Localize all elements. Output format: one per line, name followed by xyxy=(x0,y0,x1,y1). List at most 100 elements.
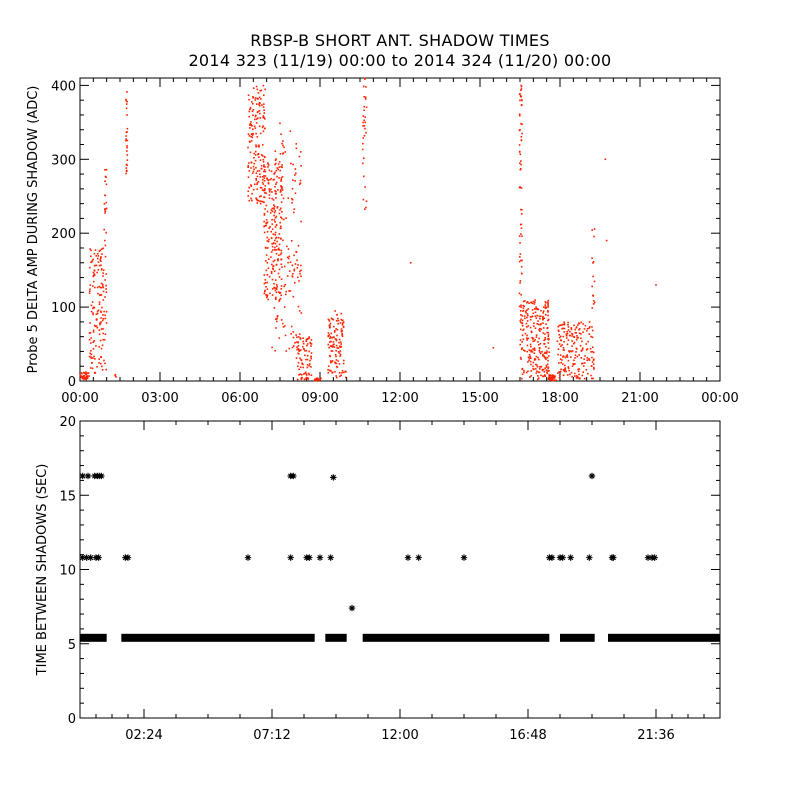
data-point xyxy=(293,254,295,257)
data-point xyxy=(539,342,542,345)
data-point xyxy=(520,104,523,106)
data-point xyxy=(98,472,105,480)
data-point xyxy=(547,367,549,370)
data-point xyxy=(544,375,547,377)
data-point xyxy=(263,231,266,234)
data-point xyxy=(556,340,559,343)
data-point xyxy=(521,132,523,135)
data-point xyxy=(336,347,339,349)
data-point xyxy=(561,359,563,361)
data-point xyxy=(531,315,534,318)
data-point xyxy=(296,259,298,262)
data-point xyxy=(520,122,522,125)
data-point xyxy=(558,377,561,379)
chart-subtitle: 2014 323 (11/19) 00:00 to 2014 324 (11/2… xyxy=(188,51,612,70)
data-point xyxy=(337,347,340,349)
data-point xyxy=(557,329,560,332)
data-point xyxy=(340,330,343,333)
data-point xyxy=(274,246,276,249)
data-point xyxy=(280,166,283,168)
data-point xyxy=(559,374,561,377)
data-point xyxy=(305,376,308,379)
data-point xyxy=(532,337,535,340)
x-tick-label: 09:00 xyxy=(301,391,338,406)
data-point xyxy=(543,356,546,359)
data-point xyxy=(276,317,278,320)
data-point xyxy=(328,319,331,322)
data-point xyxy=(570,350,573,353)
data-point xyxy=(299,373,302,375)
data-point xyxy=(115,376,117,378)
data-point xyxy=(340,328,343,330)
data-point xyxy=(99,249,102,252)
data-point xyxy=(126,159,129,161)
data-point xyxy=(316,377,318,380)
data-point xyxy=(281,189,284,191)
data-point xyxy=(362,124,364,127)
data-point xyxy=(280,285,283,287)
data-point xyxy=(586,359,588,361)
data-point xyxy=(274,231,277,234)
data-point xyxy=(96,365,98,368)
data-point xyxy=(274,189,276,192)
data-point xyxy=(275,291,278,294)
data-point xyxy=(102,275,104,277)
data-point xyxy=(99,362,102,365)
data-point xyxy=(99,257,102,260)
data-point xyxy=(309,359,311,362)
data-point xyxy=(94,372,96,374)
data-point xyxy=(559,554,566,561)
data-point xyxy=(251,102,254,105)
data-point xyxy=(259,186,262,189)
data-point xyxy=(257,92,260,94)
data-point xyxy=(101,319,104,322)
data-point xyxy=(280,185,282,187)
data-point xyxy=(335,339,338,342)
data-point xyxy=(301,376,303,379)
data-point xyxy=(533,303,536,305)
data-point xyxy=(335,349,337,352)
data-point xyxy=(593,358,595,361)
data-point xyxy=(302,340,304,343)
data-point xyxy=(544,336,547,339)
data-point xyxy=(521,373,524,376)
data-point xyxy=(302,342,305,345)
data-point xyxy=(293,268,296,271)
y-tick-label: 100 xyxy=(51,301,76,316)
data-point xyxy=(588,327,591,329)
data-point xyxy=(549,378,551,381)
data-point xyxy=(252,133,254,135)
data-point xyxy=(251,172,254,175)
data-point xyxy=(295,250,297,253)
data-point xyxy=(540,374,542,377)
data-point xyxy=(544,356,547,359)
data-point xyxy=(528,357,531,360)
data-point xyxy=(267,298,270,301)
data-point xyxy=(560,368,562,371)
data-point xyxy=(329,326,331,328)
data-point xyxy=(272,233,275,235)
data-point xyxy=(583,358,585,360)
data-point xyxy=(248,135,251,137)
data-point xyxy=(283,218,285,221)
data-point xyxy=(583,328,586,330)
data-point xyxy=(544,304,547,306)
data-point xyxy=(334,310,336,312)
data-point xyxy=(96,252,99,255)
data-point xyxy=(306,354,309,357)
data-point xyxy=(338,338,341,341)
data-point xyxy=(100,321,102,323)
data-point xyxy=(283,265,286,268)
data-point xyxy=(519,320,522,322)
data-point xyxy=(332,341,335,343)
data-point xyxy=(557,348,560,351)
data-point xyxy=(264,156,266,159)
data-point xyxy=(547,378,550,380)
data-point xyxy=(90,342,92,344)
data-point xyxy=(591,346,594,349)
data-point xyxy=(542,310,545,313)
data-point xyxy=(275,197,277,199)
data-point xyxy=(328,341,331,343)
data-point xyxy=(329,355,332,358)
